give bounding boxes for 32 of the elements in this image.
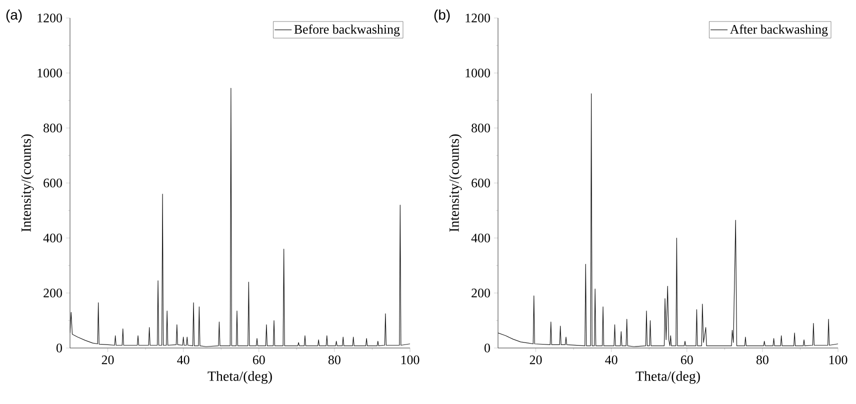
- x-tick-label: 80: [756, 356, 768, 364]
- y-tick-label: 200: [472, 288, 490, 298]
- chart-title: (b): [434, 9, 450, 22]
- x-tick-label: 20: [102, 356, 114, 364]
- x-axis-title: Theta/(deg): [636, 371, 700, 384]
- y-tick-label: 0: [484, 344, 490, 352]
- y-axis-title: Intensity/(counts): [449, 134, 462, 232]
- x-tick-label: 80: [328, 356, 340, 364]
- x-tick-label: 100: [829, 356, 848, 364]
- y-tick-label: 200: [44, 288, 62, 298]
- x-tick-label: 40: [177, 356, 190, 364]
- y-tick-label: 1000: [38, 68, 62, 78]
- y-tick-label: 400: [43, 234, 62, 242]
- legend-label: After backwashing: [730, 24, 828, 36]
- x-tick-label: 20: [530, 356, 542, 364]
- legend-label: Before backwashing: [294, 24, 400, 36]
- chart-title: (a): [6, 9, 22, 22]
- y-tick-label: 800: [44, 124, 62, 132]
- x-tick-label: 60: [680, 356, 693, 364]
- y-tick-label: 400: [471, 234, 490, 242]
- x-axis-title: Theta/(deg): [208, 371, 272, 384]
- y-tick-label: 0: [56, 344, 62, 352]
- y-tick-label: 1200: [38, 14, 62, 22]
- x-tick-label: 100: [401, 356, 420, 364]
- y-tick-label: 600: [44, 178, 62, 188]
- y-tick-label: 1000: [466, 68, 490, 78]
- y-tick-label: 800: [472, 124, 490, 132]
- x-tick-label: 60: [252, 356, 265, 364]
- y-tick-label: 1200: [466, 14, 490, 22]
- y-tick-label: 600: [472, 178, 490, 188]
- x-tick-label: 40: [605, 356, 618, 364]
- y-axis-title: Intensity/(counts): [21, 134, 34, 232]
